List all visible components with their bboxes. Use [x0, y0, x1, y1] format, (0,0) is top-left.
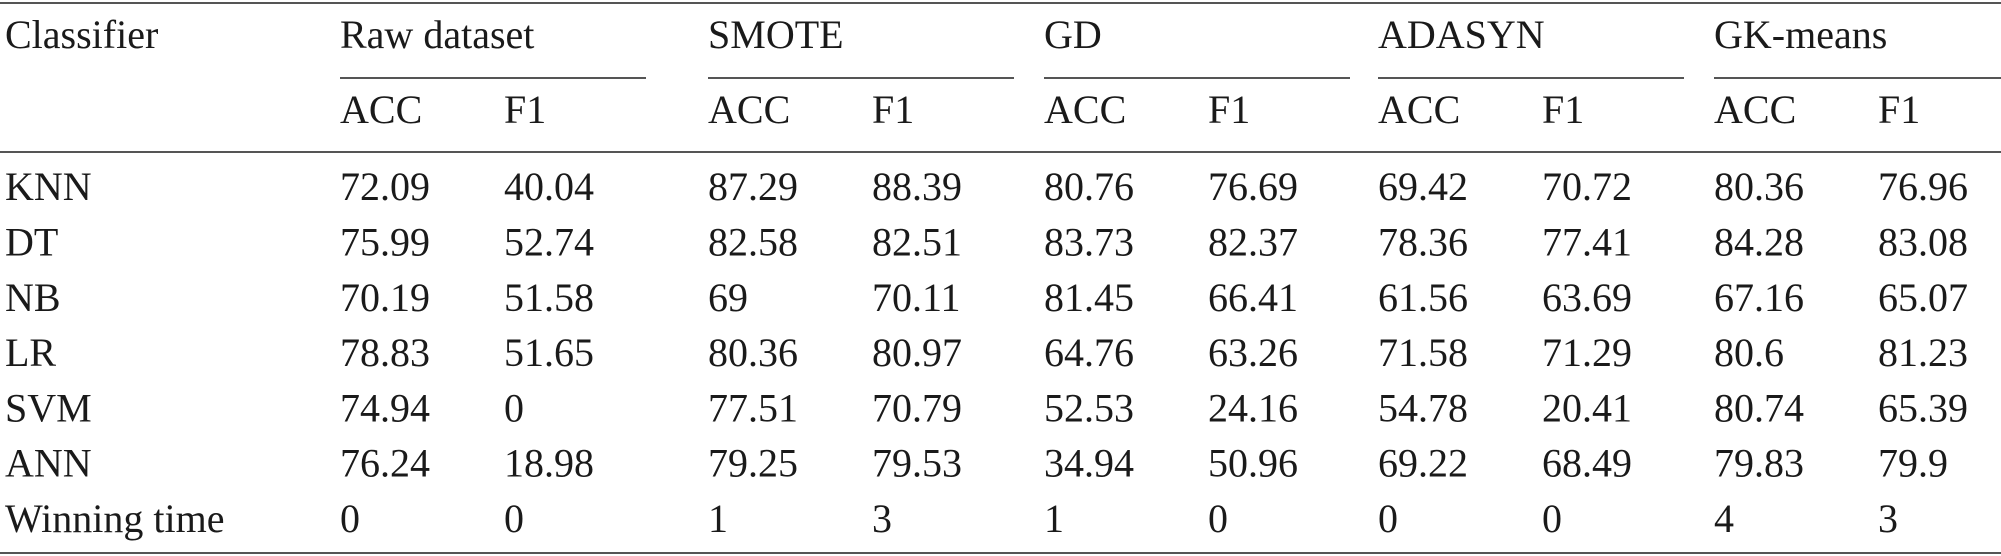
cell: 40.04	[504, 164, 594, 209]
row-label: NB	[5, 275, 61, 320]
cell: 70.72	[1542, 164, 1632, 209]
cell: 75.99	[340, 219, 430, 264]
cell: 66.41	[1208, 275, 1298, 320]
cell: 4	[1714, 496, 1734, 541]
cell: 71.58	[1378, 330, 1468, 375]
cell: 82.51	[872, 219, 962, 264]
cell: 78.83	[340, 330, 430, 375]
cell: 80.36	[708, 330, 798, 375]
cell: 77.51	[708, 385, 798, 430]
cell: 83.73	[1044, 219, 1134, 264]
sub-header: F1	[1208, 87, 1250, 132]
sub-header: F1	[504, 87, 546, 132]
cell: 82.37	[1208, 219, 1298, 264]
row-label: KNN	[5, 164, 92, 209]
sub-header: F1	[1878, 87, 1920, 132]
cell: 77.41	[1542, 219, 1632, 264]
row-label: LR	[5, 330, 56, 375]
cell: 0	[1542, 496, 1562, 541]
cell: 65.07	[1878, 275, 1968, 320]
cell: 80.36	[1714, 164, 1804, 209]
sub-header: ACC	[1044, 87, 1126, 132]
cell: 71.29	[1542, 330, 1632, 375]
row-label: Winning time	[5, 496, 224, 541]
row-label: ANN	[5, 441, 92, 486]
row-label: DT	[5, 219, 58, 264]
cell: 0	[340, 496, 360, 541]
cell: 52.53	[1044, 385, 1134, 430]
cell: 1	[1044, 496, 1064, 541]
cell: 79.9	[1878, 441, 1948, 486]
cell: 34.94	[1044, 441, 1134, 486]
cell: 63.69	[1542, 275, 1632, 320]
cell: 79.83	[1714, 441, 1804, 486]
cell: 24.16	[1208, 385, 1298, 430]
cell: 83.08	[1878, 219, 1968, 264]
cell: 20.41	[1542, 385, 1632, 430]
group-header: ADASYN	[1378, 12, 1545, 57]
cell: 76.96	[1878, 164, 1968, 209]
cell: 0	[504, 496, 524, 541]
cell: 79.25	[708, 441, 798, 486]
cell: 69.22	[1378, 441, 1468, 486]
group-header: SMOTE	[708, 12, 844, 57]
sub-header: ACC	[708, 87, 790, 132]
cell: 3	[1878, 496, 1898, 541]
cell: 52.74	[504, 219, 594, 264]
cell: 61.56	[1378, 275, 1468, 320]
header-cell: Classifier	[5, 12, 158, 57]
cell: 79.53	[872, 441, 962, 486]
cell: 80.74	[1714, 385, 1804, 430]
cell: 81.23	[1878, 330, 1968, 375]
cell: 51.65	[504, 330, 594, 375]
cell: 70.11	[872, 275, 961, 320]
cell: 70.79	[872, 385, 962, 430]
cell: 69	[708, 275, 748, 320]
cell: 63.26	[1208, 330, 1298, 375]
cell: 84.28	[1714, 219, 1804, 264]
sub-header: ACC	[1378, 87, 1460, 132]
cell: 18.98	[504, 441, 594, 486]
sub-header: ACC	[1714, 87, 1796, 132]
cell: 50.96	[1208, 441, 1298, 486]
cell: 0	[1208, 496, 1228, 541]
cell: 64.76	[1044, 330, 1134, 375]
cell: 80.76	[1044, 164, 1134, 209]
row-label: SVM	[5, 385, 92, 430]
cell: 81.45	[1044, 275, 1134, 320]
cell: 76.24	[340, 441, 430, 486]
sub-header: F1	[872, 87, 914, 132]
cell: 69.42	[1378, 164, 1468, 209]
cell: 74.94	[340, 385, 430, 430]
cell: 88.39	[872, 164, 962, 209]
cell: 70.19	[340, 275, 430, 320]
cell: 76.69	[1208, 164, 1298, 209]
cell: 72.09	[340, 164, 430, 209]
cell: 80.97	[872, 330, 962, 375]
cell: 0	[1378, 496, 1398, 541]
cell: 80.6	[1714, 330, 1784, 375]
sub-header: ACC	[340, 87, 422, 132]
group-header: GK-means	[1714, 12, 1887, 57]
cell: 65.39	[1878, 385, 1968, 430]
cell: 51.58	[504, 275, 594, 320]
sub-header: F1	[1542, 87, 1584, 132]
cell: 1	[708, 496, 728, 541]
group-header: Raw dataset	[340, 12, 534, 57]
cell: 87.29	[708, 164, 798, 209]
cell: 54.78	[1378, 385, 1468, 430]
group-header: GD	[1044, 12, 1102, 57]
cell: 0	[504, 385, 524, 430]
cell: 68.49	[1542, 441, 1632, 486]
cell: 82.58	[708, 219, 798, 264]
cell: 78.36	[1378, 219, 1468, 264]
cell: 67.16	[1714, 275, 1804, 320]
cell: 3	[872, 496, 892, 541]
